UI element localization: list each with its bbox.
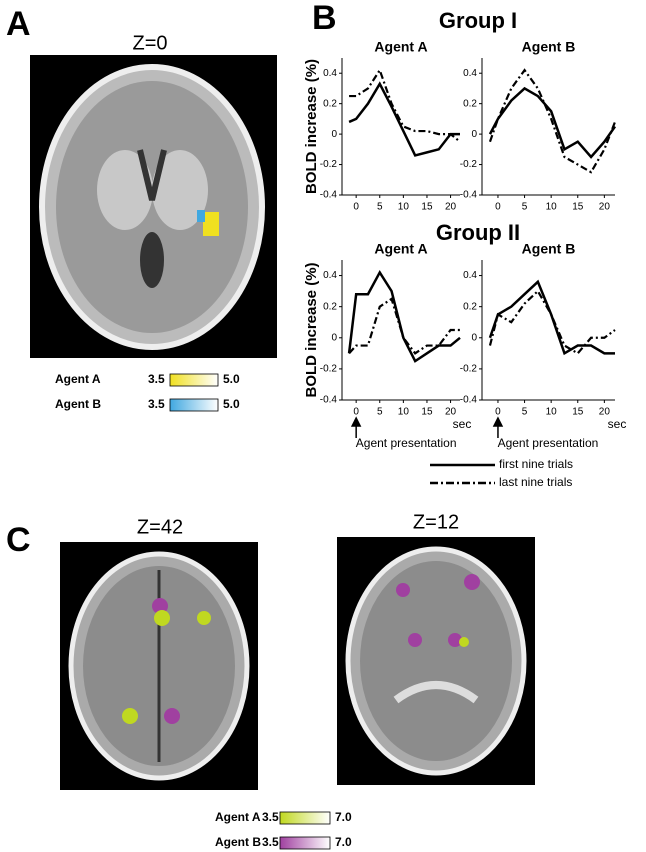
y-tick-label: -0.4	[320, 190, 338, 201]
colorbar-name: Agent B	[215, 835, 261, 849]
x-tick-label: 10	[398, 202, 410, 213]
colorbar-max: 7.0	[335, 810, 352, 824]
x-tick-label: 15	[572, 407, 584, 418]
colorbar	[279, 836, 331, 850]
panel-label: B	[312, 0, 337, 37]
colorbar-max: 5.0	[223, 372, 240, 386]
x-tick-label: 20	[599, 407, 611, 418]
colorbar-name: Agent A	[55, 372, 101, 386]
y-tick-label: -0.2	[320, 159, 338, 170]
x-tick-label: 20	[599, 202, 611, 213]
x-tick-label: 0	[495, 407, 501, 418]
colorbar-min: 3.5	[262, 810, 279, 824]
x-tick-label: 10	[546, 407, 558, 418]
group-title: Group I	[439, 8, 517, 33]
x-axis-label: sec	[608, 417, 627, 431]
x-tick-label: 15	[421, 407, 433, 418]
slice-label: Z=0	[132, 32, 167, 54]
x-tick-label: 5	[377, 407, 383, 418]
y-tick-label: -0.2	[460, 364, 478, 375]
series-line	[347, 269, 461, 363]
series-line	[488, 279, 615, 356]
x-tick-label: 0	[353, 202, 359, 213]
legend-label: first nine trials	[499, 457, 573, 471]
x-tick-label: 0	[353, 407, 359, 418]
brain-image	[60, 542, 258, 790]
y-tick-label: -0.2	[320, 364, 338, 375]
y-axis-label: BOLD increase (%)	[303, 59, 320, 194]
y-tick-label: -0.2	[460, 159, 478, 170]
y-tick-label: 0	[471, 332, 477, 343]
series-line	[348, 81, 460, 157]
y-tick-label: 0.2	[323, 301, 337, 312]
chart-title: Agent A	[374, 241, 427, 257]
y-tick-label: 0.4	[463, 68, 477, 79]
x-tick-label: 5	[377, 202, 383, 213]
arrow	[350, 416, 362, 438]
colorbar-min: 3.5	[148, 397, 165, 411]
y-axis-label: BOLD increase (%)	[303, 262, 320, 397]
series-line	[488, 86, 617, 159]
colorbar-max: 7.0	[335, 835, 352, 849]
x-tick-label: 0	[495, 202, 501, 213]
y-tick-label: 0	[331, 129, 337, 140]
y-tick-label: 0	[331, 332, 337, 343]
y-tick-label: 0.4	[323, 270, 337, 281]
x-axis-label: sec	[453, 417, 472, 431]
x-tick-label: 15	[421, 202, 433, 213]
colorbar-name: Agent B	[55, 397, 101, 411]
x-tick-label: 10	[546, 202, 558, 213]
slice-label: Z=12	[413, 511, 459, 533]
brain-image	[30, 55, 277, 358]
x-tick-label: 5	[522, 407, 528, 418]
slice-label: Z=42	[137, 516, 183, 538]
series-line	[488, 289, 616, 355]
legend-label: last nine trials	[499, 475, 572, 489]
brain-image	[337, 537, 535, 785]
y-tick-label: 0.4	[463, 270, 477, 281]
y-tick-label: 0.4	[323, 68, 337, 79]
annotation: Agent presentation	[498, 436, 599, 450]
colorbar	[169, 398, 219, 412]
x-tick-label: 5	[522, 202, 528, 213]
y-tick-label: 0.2	[463, 98, 477, 109]
panel-label: A	[6, 5, 31, 43]
series-line	[348, 297, 460, 355]
chart-title: Agent B	[522, 39, 576, 55]
colorbar	[169, 373, 219, 387]
chart-title: Agent B	[522, 241, 576, 257]
series-line	[349, 67, 461, 143]
y-tick-label: -0.4	[320, 395, 338, 406]
colorbar-max: 5.0	[223, 397, 240, 411]
y-tick-label: -0.4	[460, 190, 478, 201]
chart-title: Agent A	[374, 39, 427, 55]
panel-label: C	[6, 521, 31, 559]
group-title: Group II	[436, 220, 520, 245]
annotation: Agent presentation	[356, 436, 457, 450]
colorbar-name: Agent A	[215, 810, 261, 824]
y-tick-label: 0	[471, 129, 477, 140]
colorbar-min: 3.5	[148, 372, 165, 386]
x-tick-label: 10	[398, 407, 410, 418]
y-tick-label: 0.2	[463, 301, 477, 312]
series-line	[488, 68, 617, 174]
x-tick-label: 20	[445, 407, 457, 418]
colorbar-min: 3.5	[262, 835, 279, 849]
y-tick-label: 0.2	[323, 98, 337, 109]
colorbar	[279, 811, 331, 825]
arrow	[492, 416, 504, 438]
x-tick-label: 20	[445, 202, 457, 213]
x-tick-label: 15	[572, 202, 584, 213]
y-tick-label: -0.4	[460, 395, 478, 406]
